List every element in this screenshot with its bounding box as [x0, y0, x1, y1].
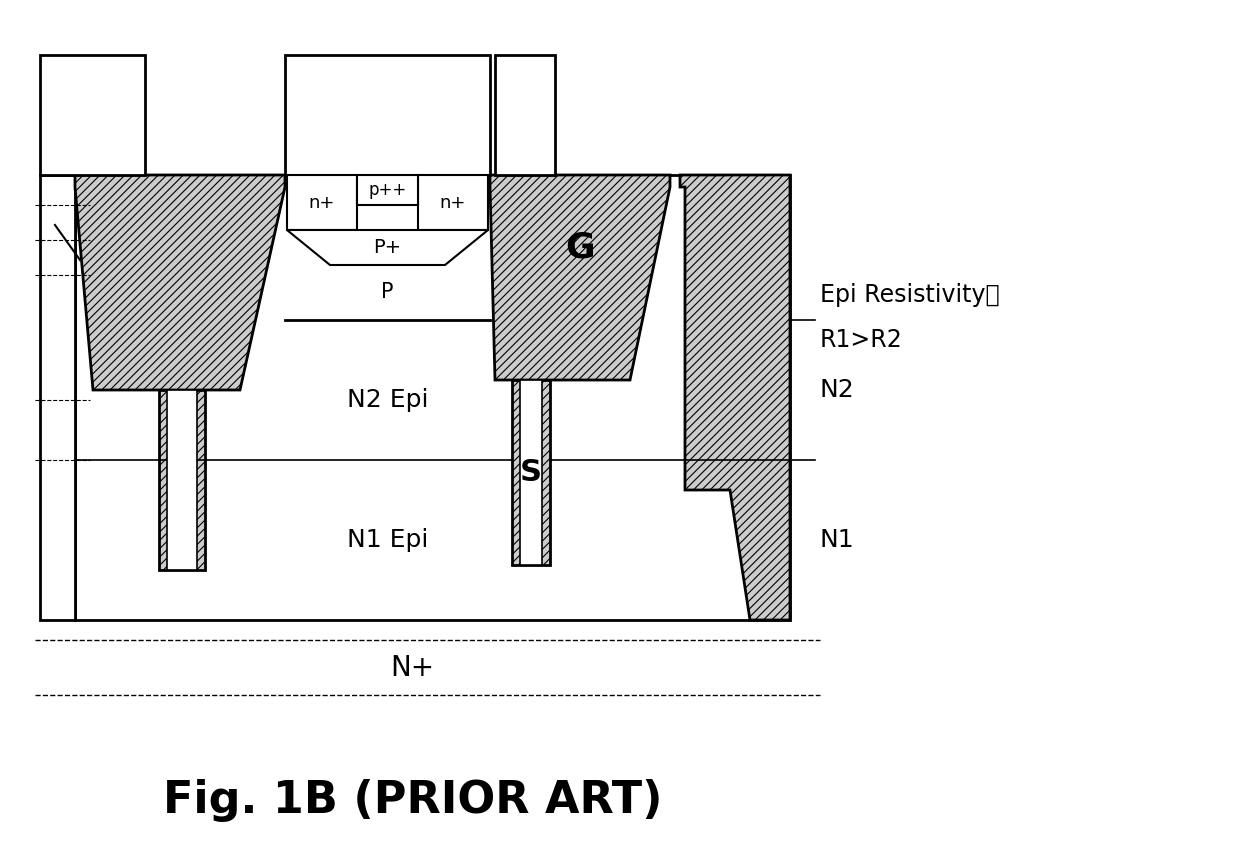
Text: p++: p++: [368, 181, 407, 199]
Text: G: G: [565, 230, 595, 265]
Text: N+: N+: [391, 653, 434, 681]
Bar: [167, 390, 197, 570]
Text: Epi Resistivity：: Epi Resistivity：: [820, 283, 999, 307]
Text: n+: n+: [440, 193, 466, 211]
Bar: [74, 175, 790, 620]
Bar: [159, 390, 205, 570]
Text: N1 Epi: N1 Epi: [347, 528, 428, 552]
Bar: [286, 175, 357, 230]
Bar: [40, 55, 145, 175]
Text: S: S: [520, 458, 542, 487]
Polygon shape: [680, 175, 790, 620]
Text: P: P: [381, 282, 394, 302]
Text: Fig. 1B (PRIOR ART): Fig. 1B (PRIOR ART): [162, 778, 662, 822]
Text: P+: P+: [373, 238, 402, 257]
Bar: [40, 175, 74, 620]
Text: N2 Epi: N2 Epi: [347, 388, 428, 412]
Bar: [285, 55, 490, 175]
Polygon shape: [490, 175, 670, 380]
Bar: [520, 380, 542, 565]
Polygon shape: [286, 230, 489, 265]
Bar: [418, 175, 489, 230]
Text: N1: N1: [820, 528, 854, 552]
Bar: [495, 55, 556, 175]
Text: N2: N2: [820, 378, 854, 402]
Text: R1>R2: R1>R2: [820, 328, 903, 352]
Bar: [512, 380, 551, 565]
Bar: [357, 175, 418, 205]
Text: n+: n+: [309, 193, 335, 211]
Polygon shape: [74, 175, 285, 390]
